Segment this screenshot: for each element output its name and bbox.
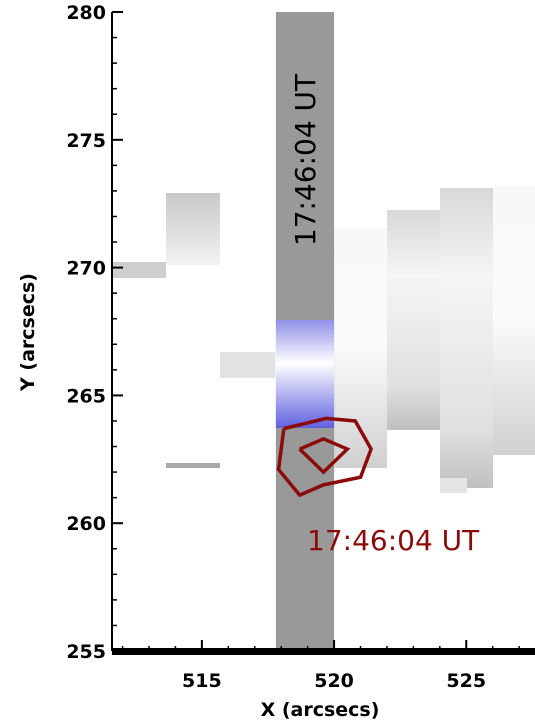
x-tick-label: 520	[314, 670, 354, 692]
y-tick-label: 255	[66, 641, 106, 663]
y-tick-label: 275	[66, 130, 106, 152]
contour-label: 17:46:04 UT	[307, 524, 480, 557]
x-tick-label: 525	[446, 670, 486, 692]
y-tick-label: 270	[66, 258, 106, 280]
y-tick-label: 260	[66, 513, 106, 535]
x-axis-label: X (arcsecs)	[261, 699, 380, 721]
slit-doppler	[276, 320, 334, 428]
y-axis-label: Y (arcsecs)	[17, 273, 39, 392]
slit-label: 17:46:04 UT	[289, 73, 322, 246]
y-tick-label: 265	[66, 385, 106, 407]
x-tick-label: 515	[182, 670, 222, 692]
y-tick-label: 280	[66, 2, 106, 24]
chart: 17:46:04 UT 17:46:04 UT 255 260 265 270 275 28…	[0, 0, 535, 723]
